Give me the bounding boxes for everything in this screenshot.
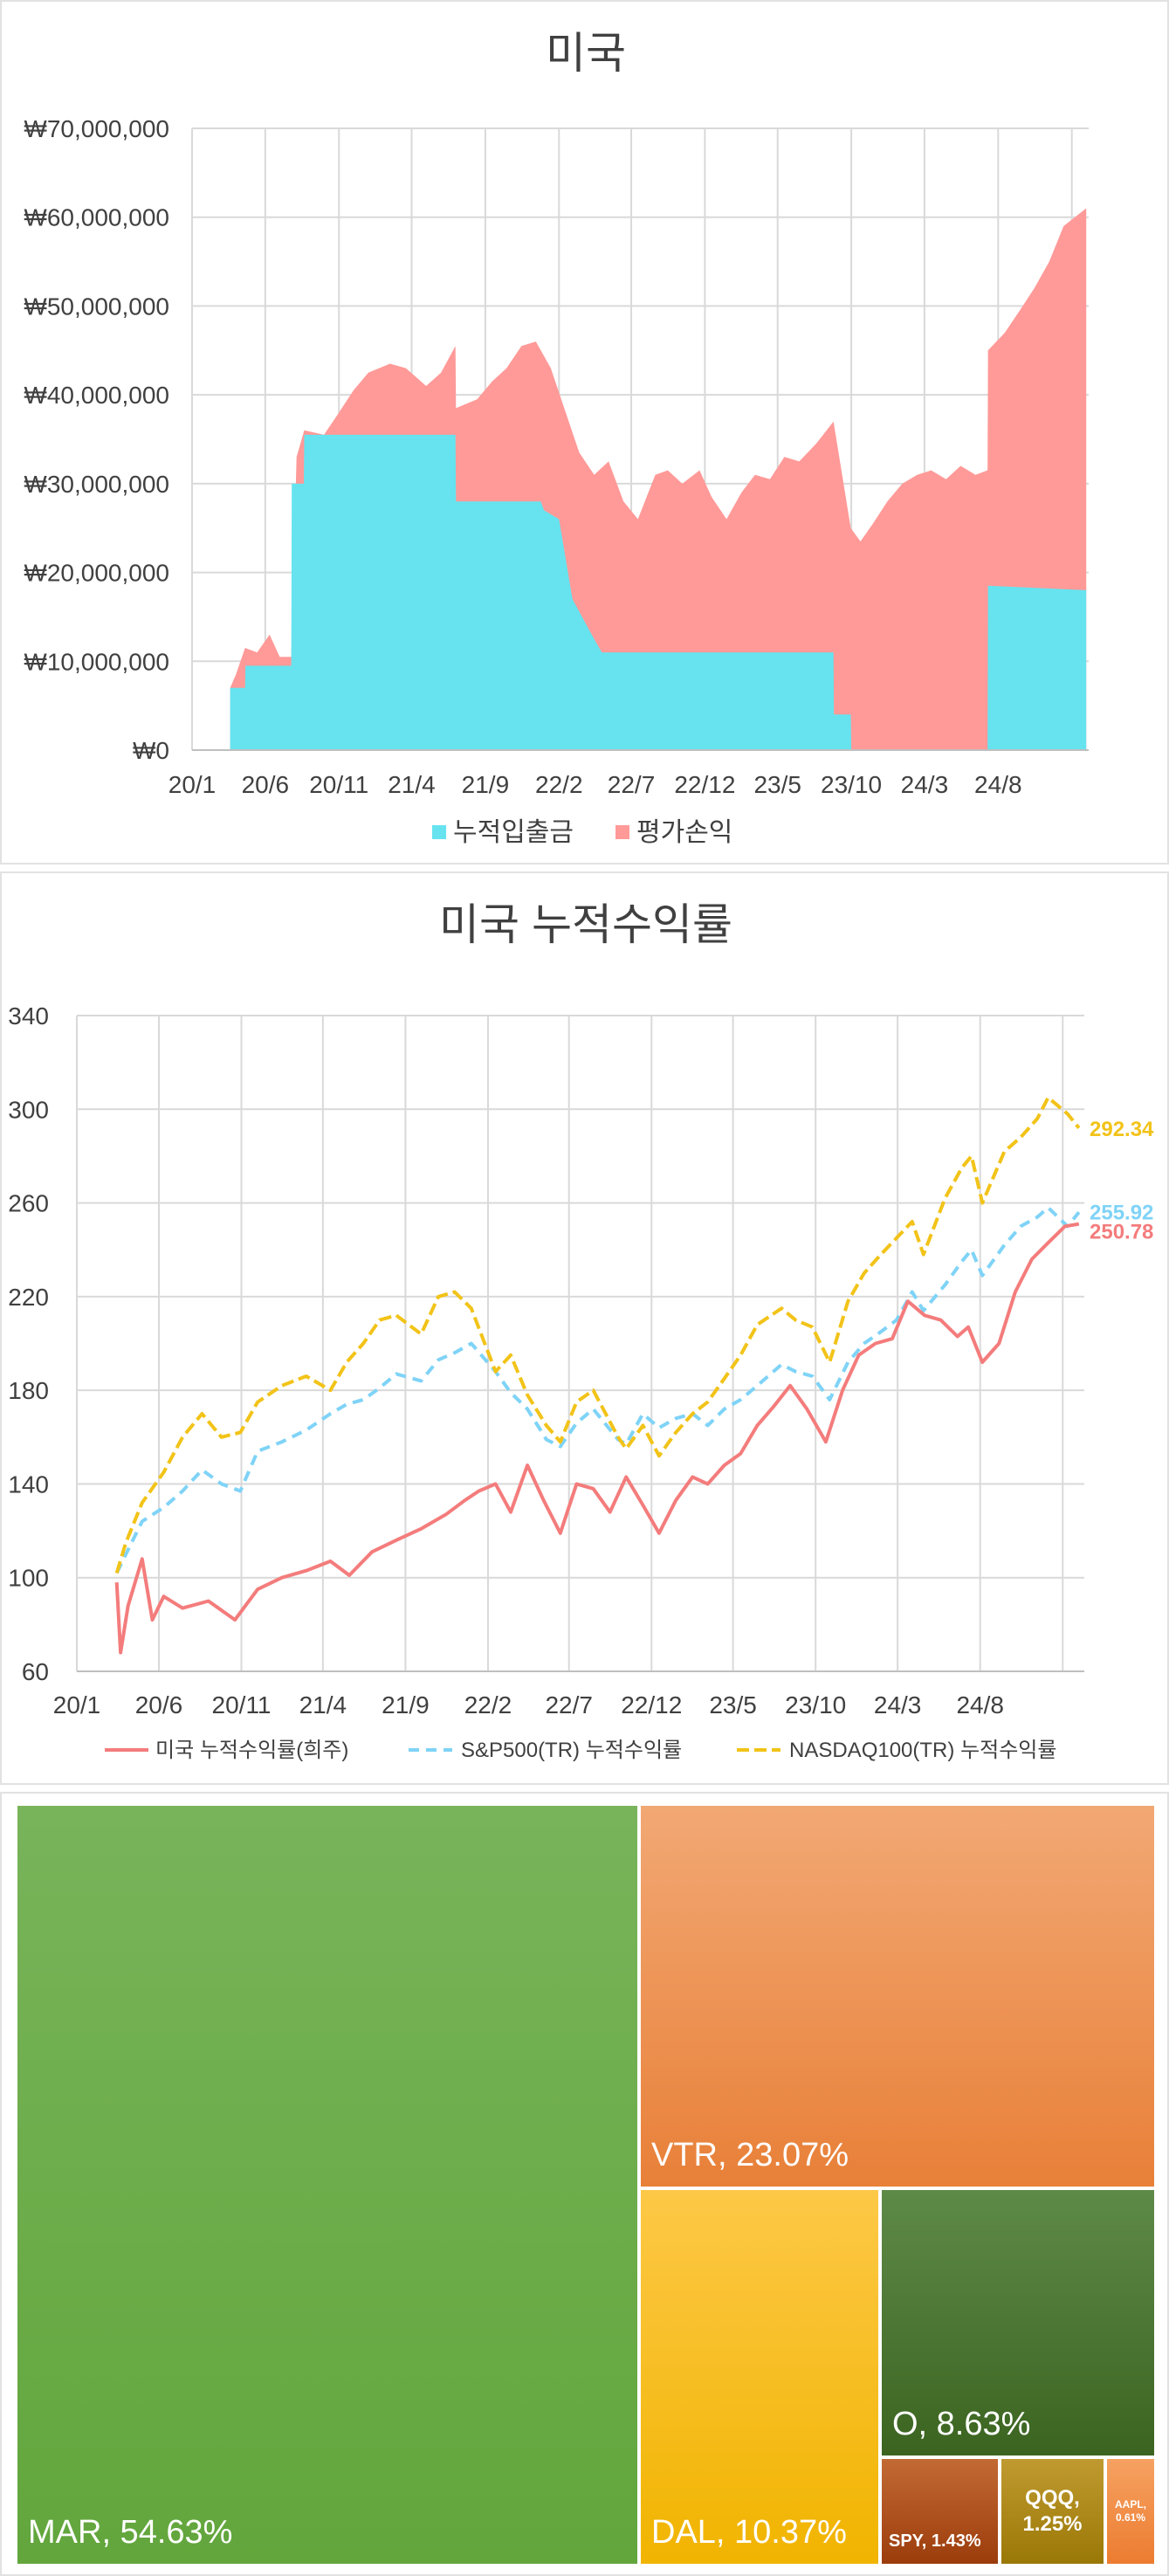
y-tick-label: ₩60,000,000 — [24, 204, 169, 231]
x-tick-label: 23/5 — [709, 1691, 757, 1718]
y-tick-label: ₩10,000,000 — [24, 648, 169, 675]
portfolio-treemap-panel: MAR, 54.63% VTR, 23.07% DAL, 10.37% O, 8.63… — [0, 1792, 1169, 2576]
chart-title: 미국 — [546, 29, 626, 78]
y-tick-label: 140 — [8, 1471, 49, 1498]
x-tick-label: 20/1 — [168, 771, 217, 798]
y-tick-label: ₩40,000,000 — [24, 382, 169, 409]
treemap-label-vtr: VTR, 23.07% — [651, 2137, 849, 2173]
series-end-label: 250.78 — [1090, 1220, 1153, 1243]
legend-label: 누적입출금 — [453, 818, 574, 847]
y-tick-label: 340 — [8, 1002, 49, 1030]
x-tick-label: 22/7 — [608, 771, 656, 798]
series-end-label: 255.92 — [1090, 1202, 1153, 1225]
x-tick-label: 21/9 — [462, 771, 510, 798]
legend-swatch — [432, 825, 446, 839]
treemap-label-dal: DAL, 10.37% — [651, 2514, 847, 2551]
x-tick-label: 22/12 — [621, 1691, 682, 1718]
x-tick-label: 21/4 — [388, 771, 436, 798]
x-tick-label: 21/4 — [299, 1691, 347, 1718]
area-series-deposits — [230, 434, 1087, 750]
x-tick-label: 23/10 — [785, 1691, 846, 1718]
x-tick-label: 24/3 — [901, 771, 949, 798]
y-tick-label: ₩30,000,000 — [24, 471, 169, 498]
y-tick-label: 260 — [8, 1190, 49, 1217]
x-tick-label: 20/1 — [53, 1691, 101, 1718]
treemap-cell-aapl: AAPL, 0.61% — [1105, 2457, 1156, 2566]
series-end-label: 292.34 — [1090, 1118, 1154, 1141]
y-tick-label: 180 — [8, 1377, 49, 1404]
treemap-label-mar: MAR, 54.63% — [28, 2514, 233, 2551]
x-tick-label: 23/10 — [821, 771, 882, 798]
x-tick-label: 22/2 — [464, 1691, 512, 1718]
y-tick-label: ₩20,000,000 — [24, 560, 169, 587]
x-tick-label: 22/2 — [535, 771, 583, 798]
us-holdings-area-chart-panel: 미국 ₩70,000,000 ₩60,000,000 ₩50,000,000 ₩40,0… — [0, 0, 1169, 864]
legend-swatch — [615, 825, 629, 839]
us-cumulative-return-chart-panel: 미국 누적수익률 340 300 260 220 180 140 100 60 20/1 20/6 2… — [0, 871, 1169, 1785]
line-series-0 — [114, 1222, 1080, 1655]
legend-label: S&P500(TR) 누적수익률 — [461, 1739, 682, 1762]
x-tick-label: 21/9 — [382, 1691, 430, 1718]
y-tick-label: 100 — [8, 1565, 49, 1592]
treemap-cell-vtr: VTR, 23.07% — [639, 1804, 1156, 2188]
treemap-label-o: O, 8.63% — [892, 2406, 1031, 2442]
y-tick-label: ₩0 — [133, 737, 169, 764]
portfolio-treemap: MAR, 54.63% VTR, 23.07% DAL, 10.37% O, 8.63… — [2, 1794, 1167, 2574]
x-tick-label: 20/11 — [212, 1691, 272, 1718]
x-tick-label: 24/8 — [956, 1691, 1004, 1718]
x-tick-label: 20/6 — [242, 771, 290, 798]
line-series-2 — [114, 1095, 1081, 1574]
y-tick-label: 220 — [8, 1284, 49, 1311]
x-tick-label: 22/12 — [674, 771, 735, 798]
x-tick-label: 20/6 — [135, 1691, 183, 1718]
treemap-label-qqq: QQQ, 1.25% — [1022, 2486, 1083, 2536]
legend-label: 미국 누적수익률(희주) — [155, 1739, 348, 1762]
x-tick-label: 24/8 — [974, 771, 1022, 798]
treemap-cell-spy: SPY, 1.43% — [880, 2457, 1000, 2566]
legend-label: 평가손익 — [636, 818, 732, 847]
treemap-cell-mar: MAR, 54.63% — [16, 1804, 639, 2566]
y-tick-label: 60 — [22, 1658, 49, 1685]
y-tick-label: ₩70,000,000 — [24, 115, 169, 142]
treemap-label-spy: SPY, 1.43% — [889, 2531, 981, 2551]
x-tick-label: 20/11 — [309, 771, 368, 798]
x-tick-label: 22/7 — [545, 1691, 593, 1718]
legend-label: NASDAQ100(TR) 누적수익률 — [789, 1739, 1056, 1762]
treemap-cell-o: O, 8.63% — [880, 2188, 1156, 2457]
x-tick-label: 23/5 — [753, 771, 801, 798]
y-tick-label: ₩50,000,000 — [24, 293, 169, 320]
treemap-cell-dal: DAL, 10.37% — [639, 2188, 880, 2566]
treemap-cell-qqq: QQQ, 1.25% — [1000, 2457, 1105, 2566]
treemap-label-aapl: AAPL, 0.61% — [1115, 2498, 1146, 2524]
y-tick-label: 300 — [8, 1096, 49, 1123]
x-tick-label: 24/3 — [874, 1691, 922, 1718]
chart-title: 미국 누적수익률 — [439, 900, 732, 949]
us-holdings-area-chart: 미국 ₩70,000,000 ₩60,000,000 ₩50,000,000 ₩40,0… — [24, 29, 1089, 847]
